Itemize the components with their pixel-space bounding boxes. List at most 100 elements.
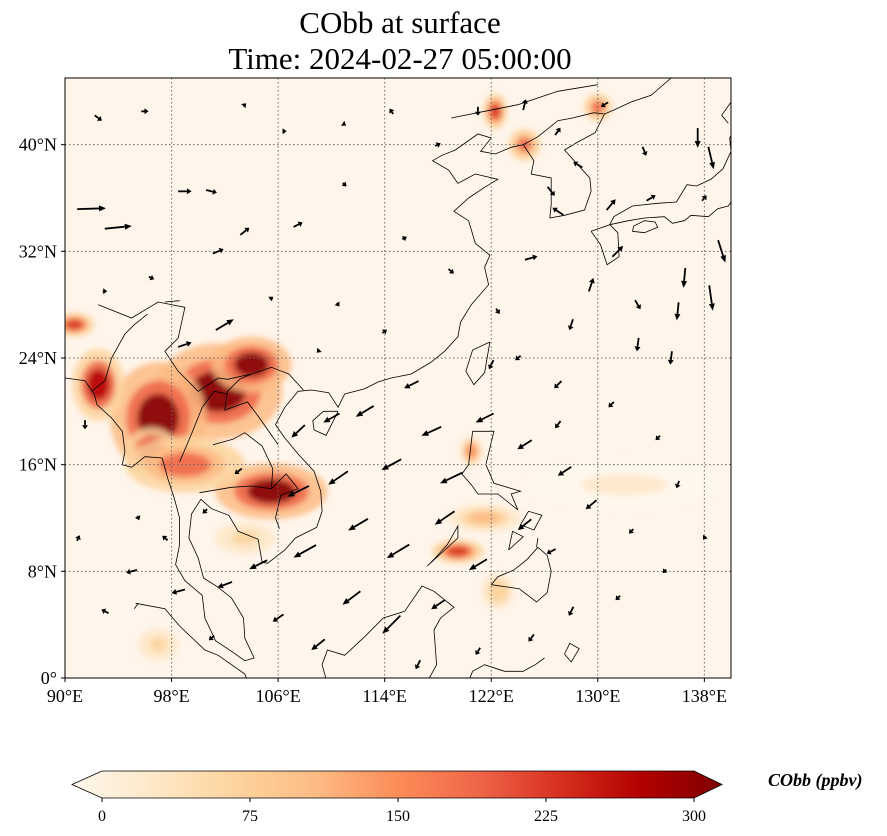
cobb-hotspot xyxy=(490,583,505,600)
wind-arrow xyxy=(141,108,149,115)
wind-arrow xyxy=(634,299,641,310)
wind-arrow xyxy=(241,103,247,109)
wind-arrow xyxy=(381,458,402,471)
wind-arrow xyxy=(554,380,563,389)
lon-tick-label: 114°E xyxy=(362,686,407,706)
wind-arrow xyxy=(474,106,481,116)
wind-arrow xyxy=(287,485,310,497)
wind-arrow xyxy=(82,420,88,430)
map-title-line2: Time: 2024-02-27 05:00:00 xyxy=(228,41,572,76)
wind-arrow xyxy=(605,199,616,211)
wind-arrow xyxy=(694,128,701,148)
coastline-segment xyxy=(564,642,580,663)
gridlines xyxy=(65,78,731,678)
wind-arrow xyxy=(75,535,81,542)
wind-arrow xyxy=(434,142,441,148)
wind-arrow xyxy=(528,633,535,642)
wind-arrow xyxy=(515,355,522,361)
coastline-segment xyxy=(133,603,139,609)
lon-tick-label: 90°E xyxy=(47,686,83,706)
wind-arrow xyxy=(382,615,401,634)
wind-arrow xyxy=(162,535,169,541)
wind-arrow xyxy=(316,347,322,353)
wind-arrow xyxy=(552,207,564,216)
coastline-segment xyxy=(179,390,228,463)
cobb-hotspot xyxy=(231,531,258,545)
coastline-segment xyxy=(312,410,339,436)
wind-arrow xyxy=(94,114,102,121)
wind-arrow xyxy=(517,439,533,450)
coastline-segment xyxy=(164,300,180,303)
lon-tick-label: 138°E xyxy=(682,686,727,706)
wind-arrow xyxy=(171,588,186,595)
coastline-segment xyxy=(451,84,598,119)
cobb-hotspot xyxy=(247,479,296,504)
wind-arrow xyxy=(546,548,557,555)
map-plot-area[interactable] xyxy=(54,77,756,725)
wind-arrow xyxy=(178,188,192,195)
coastline-segment xyxy=(508,530,524,551)
wind-arrow xyxy=(440,471,463,484)
wind-arrow xyxy=(674,302,681,321)
coastline-segment xyxy=(135,602,247,678)
cobb-hotspot xyxy=(466,444,477,459)
wind-arrow xyxy=(386,543,410,559)
cobb-hotspot xyxy=(149,637,167,652)
cobb-hotspot xyxy=(65,319,83,330)
cobb-hotspot xyxy=(234,352,269,377)
cobb-hotspot xyxy=(517,137,532,152)
lon-tick-label: 122°E xyxy=(469,686,514,706)
wind-arrow xyxy=(628,528,634,534)
wind-arrow xyxy=(102,288,108,295)
latitude-axis: 0° 8°N 16°N 24°N 32°N 40°N xyxy=(19,135,65,688)
wind-arrow xyxy=(205,188,217,195)
wind-arrow xyxy=(341,181,347,187)
wind-arrow xyxy=(707,146,715,170)
wind-arrow xyxy=(217,581,233,589)
wind-arrow xyxy=(341,120,347,126)
coastline-segment xyxy=(523,112,605,146)
wind-arrow xyxy=(101,608,109,614)
wind-arrow xyxy=(291,424,306,438)
coastline-segment xyxy=(91,313,148,392)
wind-arrow xyxy=(208,635,215,641)
map-frame xyxy=(64,77,732,679)
coastline-segment xyxy=(469,657,545,678)
wind-arrow xyxy=(215,319,234,331)
wind-arrow xyxy=(414,659,422,670)
lon-tick-label: 106°E xyxy=(256,686,301,706)
wind-arrow xyxy=(555,420,562,429)
wind-arrow xyxy=(311,638,326,651)
wind-arrow xyxy=(495,308,500,314)
wind-arrow xyxy=(381,329,387,335)
wind-arrow xyxy=(634,337,641,352)
wind-arrow xyxy=(148,274,155,281)
wind-arrow xyxy=(355,405,375,417)
wind-arrow xyxy=(615,595,621,601)
wind-arrow xyxy=(701,195,707,202)
colorbar-tick-label: 0 xyxy=(98,808,106,825)
wind-arrow xyxy=(655,435,661,441)
wind-arrow xyxy=(703,534,708,540)
wind-arrow xyxy=(662,568,668,574)
colorbar: 0 75 150 225 300 xyxy=(71,770,723,825)
wind-arrow xyxy=(342,590,361,605)
lat-tick-label: 32°N xyxy=(19,241,57,261)
wind-arrow xyxy=(434,510,456,525)
wind-arrow xyxy=(404,380,419,389)
coastline-segment xyxy=(721,101,731,124)
coastline-segment xyxy=(325,691,332,704)
wind-arrow xyxy=(488,359,495,370)
wind-arrow xyxy=(546,186,555,196)
coastline-segment xyxy=(427,524,459,567)
wind-arrow xyxy=(557,466,572,476)
wind-arrow xyxy=(212,247,224,255)
coastline-segment xyxy=(212,432,274,488)
wind-arrow xyxy=(573,161,583,169)
lat-tick-label: 24°N xyxy=(19,348,57,368)
longitude-axis: 90°E 98°E 106°E 114°E 122°E 130°E 138°E xyxy=(47,678,727,706)
cobb-hotspot xyxy=(446,546,470,557)
cobb-hotspot xyxy=(581,474,668,496)
colorbar-tick-label: 150 xyxy=(386,808,410,825)
wind-arrow xyxy=(272,613,285,622)
